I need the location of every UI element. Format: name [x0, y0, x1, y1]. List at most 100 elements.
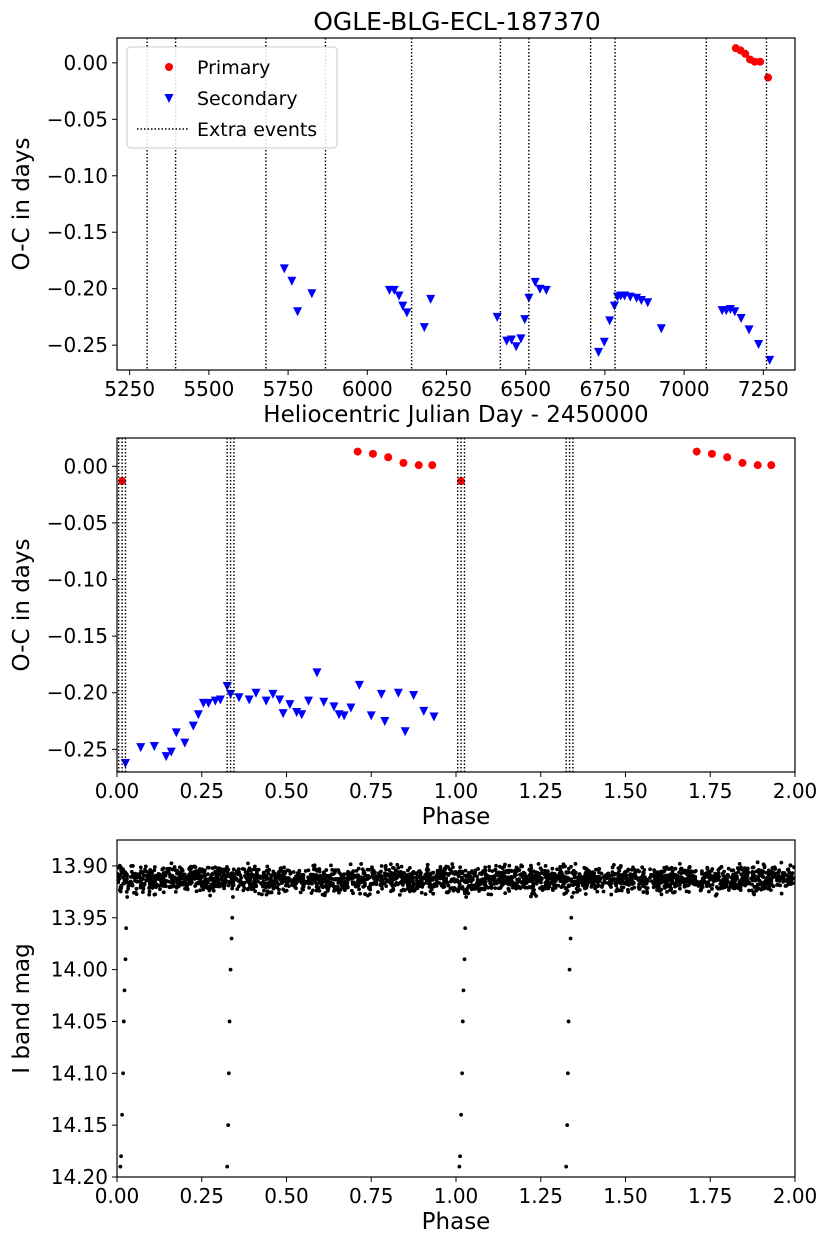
baseline-point — [265, 864, 270, 869]
baseline-point — [598, 876, 603, 881]
baseline-point — [241, 883, 246, 888]
baseline-point — [252, 864, 257, 869]
baseline-point — [350, 880, 355, 885]
y-tick-label: 14.15 — [51, 1113, 108, 1137]
baseline-point — [348, 862, 353, 867]
baseline-point — [209, 878, 214, 882]
baseline-point — [487, 868, 492, 873]
baseline-point — [677, 861, 682, 866]
baseline-point — [447, 867, 452, 872]
baseline-point — [576, 877, 581, 882]
baseline-point — [652, 870, 657, 875]
baseline-point — [343, 883, 347, 888]
secondary-point — [275, 695, 285, 705]
baseline-point — [710, 887, 714, 891]
baseline-point — [577, 888, 582, 892]
baseline-point — [609, 892, 614, 897]
y-tick-label: −0.15 — [47, 220, 108, 244]
baseline-point — [675, 883, 680, 888]
baseline-point — [733, 882, 738, 887]
baseline-point — [414, 878, 419, 883]
secondary-point — [268, 689, 278, 699]
panel-oc-vs-date: 5250 5500 5750 6000 6250 6500 6750 7000 7250 0.00… — [9, 37, 796, 428]
baseline-point — [497, 870, 501, 875]
baseline-point — [657, 870, 662, 875]
baseline-point — [345, 879, 349, 884]
baseline-point — [728, 882, 733, 887]
baseline-point — [769, 879, 774, 884]
baseline-point — [159, 877, 164, 882]
baseline-point — [779, 860, 784, 865]
baseline-point — [119, 884, 124, 889]
baseline-point — [687, 865, 691, 870]
baseline-point — [726, 888, 731, 892]
baseline-point — [623, 870, 627, 874]
baseline-point — [666, 867, 671, 872]
baseline-point — [325, 886, 330, 891]
eclipse-point — [564, 1164, 569, 1169]
baseline-point — [744, 874, 749, 879]
baseline-point — [668, 872, 673, 877]
x-tick-label: 5250 — [104, 377, 155, 401]
baseline-point — [713, 893, 718, 898]
baseline-point — [750, 870, 754, 875]
baseline-point — [573, 861, 578, 866]
baseline-point — [558, 877, 563, 881]
baseline-point — [624, 879, 629, 884]
baseline-point — [298, 890, 303, 895]
baseline-point — [393, 868, 398, 873]
baseline-point — [358, 891, 362, 896]
baseline-point — [522, 876, 527, 881]
baseline-point — [561, 882, 565, 887]
baseline-point — [236, 872, 240, 877]
secondary-point — [149, 741, 159, 751]
baseline-point — [158, 887, 162, 892]
baseline-point — [329, 872, 334, 877]
eclipse-point — [125, 895, 130, 899]
baseline-point — [283, 876, 288, 880]
x-tick-label: 0.00 — [95, 779, 140, 803]
baseline-point — [166, 879, 171, 884]
baseline-point — [356, 883, 361, 888]
baseline-point — [741, 880, 746, 884]
baseline-point — [489, 885, 494, 890]
baseline-point — [275, 873, 280, 878]
legend-marker-secondary — [164, 94, 174, 103]
baseline-point — [563, 886, 568, 890]
secondary-point — [319, 697, 329, 707]
baseline-point — [225, 865, 229, 869]
baseline-point — [437, 881, 442, 885]
baseline-point — [243, 873, 247, 878]
baseline-point — [249, 882, 254, 887]
baseline-point — [204, 879, 209, 884]
baseline-point — [219, 874, 224, 879]
baseline-point — [362, 871, 367, 875]
baseline-point — [131, 864, 135, 868]
baseline-point — [767, 883, 772, 887]
baseline-point — [406, 873, 411, 877]
baseline-point — [283, 889, 287, 894]
x-tick-label: 6500 — [500, 377, 551, 401]
x-tick-label: 6750 — [579, 377, 630, 401]
baseline-point — [242, 880, 247, 885]
baseline-point — [629, 886, 634, 891]
baseline-point — [342, 888, 347, 892]
x-tick-label: 0.75 — [349, 1184, 394, 1208]
baseline-point — [279, 866, 283, 871]
baseline-point — [614, 883, 619, 888]
baseline-point — [259, 874, 264, 879]
baseline-point — [162, 884, 167, 888]
baseline-point — [626, 890, 631, 894]
baseline-point — [672, 890, 676, 895]
baseline-point — [515, 878, 520, 882]
baseline-point — [644, 881, 649, 886]
baseline-point — [133, 890, 138, 895]
eclipse-point — [457, 1164, 462, 1169]
baseline-point — [434, 873, 439, 878]
baseline-point — [169, 861, 174, 866]
axes-frame — [116, 37, 796, 371]
baseline-point — [190, 870, 195, 875]
y-axis-label: O-C in days — [9, 539, 35, 672]
baseline-point — [378, 882, 383, 887]
y-tick-label: 14.10 — [51, 1061, 108, 1085]
